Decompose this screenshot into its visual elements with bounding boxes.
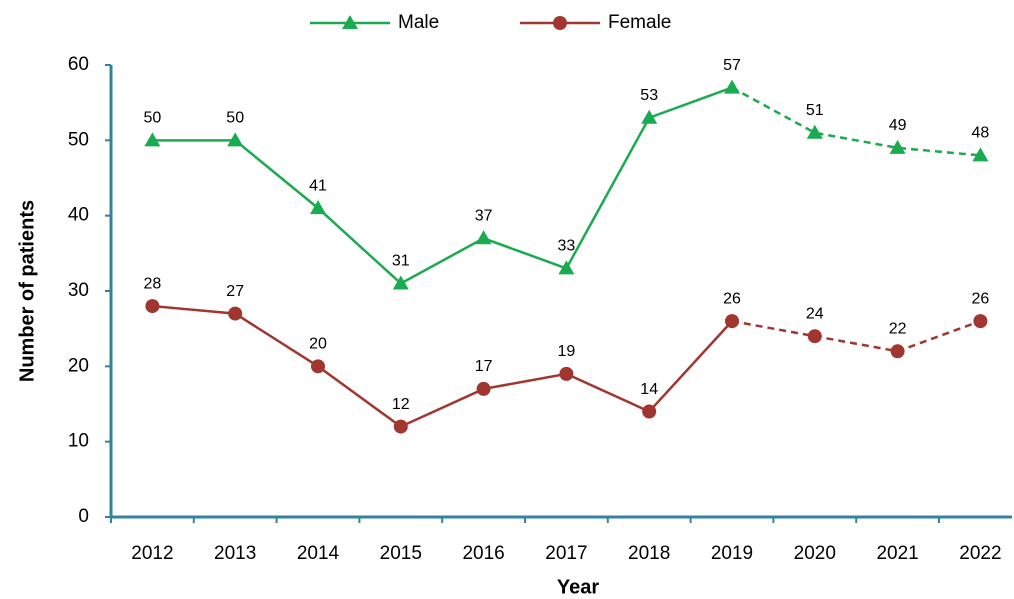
x-tick-label: 2021 <box>876 543 918 564</box>
marker <box>642 404 657 419</box>
marker <box>553 16 567 30</box>
data-label: 51 <box>806 102 824 119</box>
data-label: 24 <box>806 305 824 322</box>
legend-label: Male <box>398 12 439 33</box>
data-label: 53 <box>640 87 658 104</box>
data-label: 17 <box>475 358 493 375</box>
data-label: 12 <box>392 396 410 413</box>
data-label: 26 <box>972 290 990 307</box>
marker <box>807 329 822 344</box>
x-tick-label: 2019 <box>711 543 753 564</box>
marker <box>342 15 358 29</box>
line-dashed <box>731 319 981 353</box>
marker <box>972 147 989 162</box>
marker <box>310 200 326 215</box>
line <box>152 304 733 429</box>
y-tick-label: 20 <box>68 355 89 376</box>
data-label: 37 <box>475 207 493 224</box>
marker <box>145 299 160 314</box>
data-label: 14 <box>640 381 658 398</box>
y-tick-label: 50 <box>68 129 89 150</box>
data-label: 48 <box>972 125 990 142</box>
data-label: 50 <box>144 110 162 127</box>
line <box>152 86 733 285</box>
data-label: 31 <box>392 253 410 270</box>
data-label: 20 <box>309 336 327 353</box>
x-tick-label: 2018 <box>628 543 670 564</box>
marker <box>392 275 409 290</box>
marker <box>641 109 658 124</box>
data-label: 22 <box>889 320 907 337</box>
data-label: 33 <box>558 238 576 255</box>
data-label: 28 <box>144 275 162 292</box>
data-label: 50 <box>226 110 244 127</box>
marker <box>228 306 243 321</box>
y-axis-title: Number of patients <box>16 200 38 382</box>
x-tick-label: 2015 <box>380 543 422 564</box>
marker <box>890 344 905 359</box>
data-label: 26 <box>723 290 741 307</box>
x-tick-label: 2017 <box>545 543 587 564</box>
data-label: 49 <box>889 117 907 134</box>
x-tick-label: 2013 <box>214 543 256 564</box>
x-tick-label: 2020 <box>794 543 836 564</box>
marker <box>144 132 161 147</box>
marker <box>476 381 491 396</box>
marker <box>973 314 988 329</box>
x-tick-label: 2014 <box>297 543 340 564</box>
y-tick-label: 40 <box>68 205 89 226</box>
data-label: 41 <box>309 177 327 194</box>
marker <box>475 230 492 245</box>
x-tick-label: 2016 <box>462 543 504 564</box>
marker <box>393 419 408 434</box>
line-dashed <box>731 86 981 157</box>
y-tick-label: 10 <box>68 431 89 452</box>
marker <box>559 366 574 381</box>
x-tick-label: 2022 <box>959 543 1001 564</box>
data-label: 19 <box>558 343 576 360</box>
marker <box>806 124 823 139</box>
legend-label: Female <box>608 12 671 33</box>
marker <box>889 139 906 154</box>
marker <box>311 359 325 374</box>
marker <box>558 260 575 275</box>
marker <box>725 314 739 329</box>
y-tick-label: 30 <box>68 280 89 301</box>
data-label: 57 <box>723 57 741 74</box>
marker <box>724 79 740 94</box>
x-axis-title: Year <box>557 576 599 598</box>
y-tick-label: 0 <box>78 506 89 527</box>
x-tick-label: 2012 <box>131 543 173 564</box>
y-tick-label: 60 <box>68 54 89 75</box>
data-label: 27 <box>226 283 244 300</box>
marker <box>227 132 244 147</box>
